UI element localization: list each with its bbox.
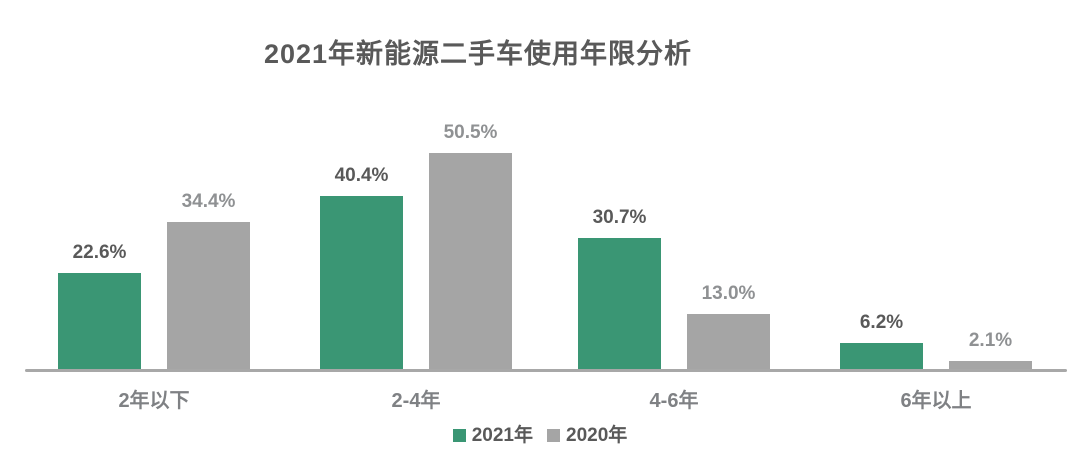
bar-2021 [840, 343, 923, 370]
bar-column-2020: 13.0% [687, 283, 770, 370]
legend-swatch-2021 [452, 429, 466, 442]
bar-group-2-4y: 40.4% 50.5% 2-4年 [320, 122, 512, 412]
bar-2020 [429, 152, 512, 370]
category-label: 2-4年 [391, 390, 441, 412]
category-label: 4-6年 [649, 390, 699, 412]
bar-column-2020: 34.4% [167, 191, 250, 370]
legend-swatch-2020 [547, 429, 560, 442]
bar-2021 [320, 196, 403, 370]
bar-group-under-2y: 22.6% 34.4% 2年以下 [58, 191, 250, 412]
x-axis-line [25, 369, 1067, 372]
value-label-2020: 2.1% [968, 330, 1013, 352]
chart-legend: 2021年 2020年 [0, 426, 1080, 445]
bar-2021 [578, 238, 661, 370]
bar-2021 [58, 272, 141, 370]
bar-2020 [687, 314, 770, 370]
value-label-2021: 22.6% [72, 241, 127, 263]
bar-column-2021: 22.6% [58, 241, 141, 370]
value-label-2020: 13.0% [701, 283, 756, 305]
legend-label-2020: 2020年 [566, 425, 628, 446]
category-label: 6年以上 [900, 390, 972, 412]
chart-title: 2021年新能源二手车使用年限分析 [263, 39, 693, 69]
bar-column-2020: 50.5% [429, 122, 512, 370]
bar-column-2021: 6.2% [840, 313, 923, 370]
bar-2020 [167, 222, 250, 370]
bar-group-over-6y: 6.2% 2.1% 6年以上 [840, 313, 1032, 412]
bar-group-4-6y: 30.7% 13.0% 4-6年 [578, 207, 770, 412]
value-label-2020: 34.4% [181, 191, 236, 213]
value-label-2020: 50.5% [443, 122, 498, 144]
legend-item-2021: 2021年 [452, 425, 533, 446]
bar-column-2020: 2.1% [949, 330, 1032, 370]
bar-column-2021: 30.7% [578, 207, 661, 370]
legend-item-2020: 2020年 [547, 426, 627, 445]
bar-column-2021: 40.4% [320, 166, 403, 370]
legend-label-2021: 2021年 [471, 425, 533, 446]
value-label-2021: 30.7% [592, 207, 647, 229]
value-label-2021: 40.4% [334, 165, 389, 187]
bar-2020 [949, 361, 1032, 370]
category-label: 2年以下 [118, 390, 190, 412]
value-label-2021: 6.2% [859, 312, 904, 334]
